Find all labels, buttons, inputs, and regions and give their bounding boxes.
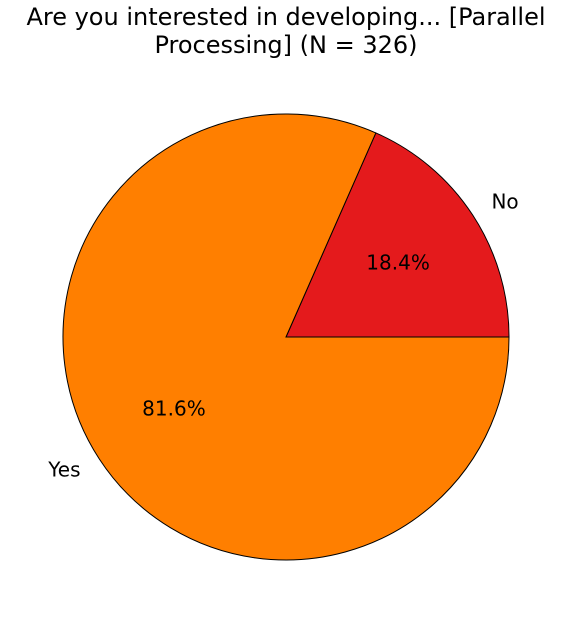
pie-slice	[62, 113, 510, 561]
slice-label: No	[491, 189, 518, 213]
value-label: 81.6%	[142, 397, 206, 421]
value-label: 18.4%	[366, 250, 430, 274]
slice-label: Yes	[47, 458, 80, 482]
chart-title: Processing] (N = 326)	[154, 31, 417, 59]
pie-slice	[285, 132, 510, 338]
chart-title: Are you interested in developing... [Par…	[26, 3, 545, 31]
